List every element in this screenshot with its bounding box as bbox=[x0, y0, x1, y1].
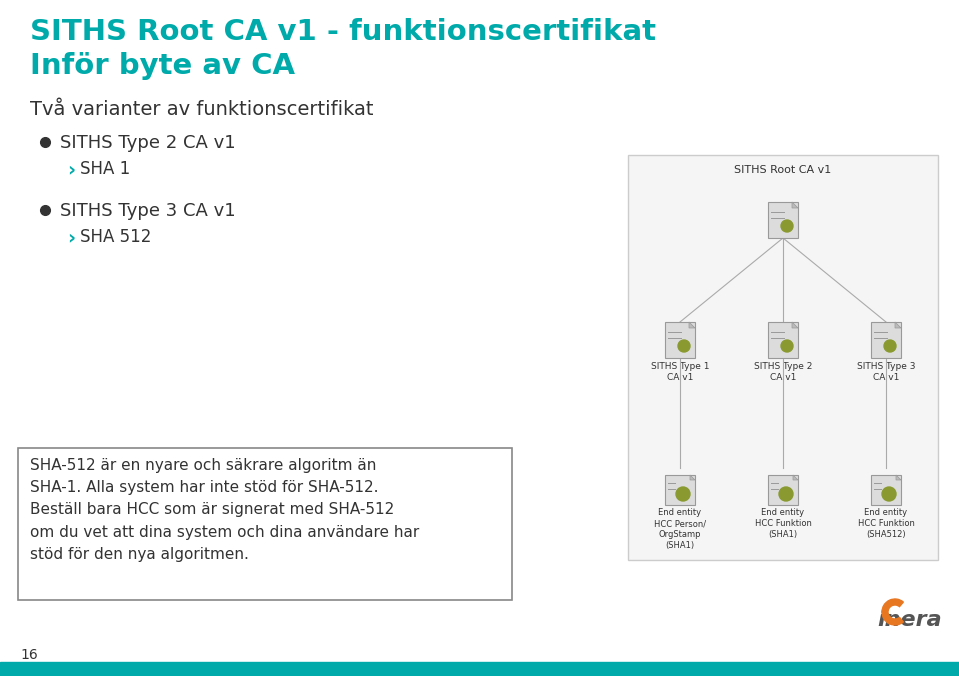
Circle shape bbox=[676, 487, 690, 501]
Text: inera: inera bbox=[877, 610, 942, 630]
FancyBboxPatch shape bbox=[665, 475, 695, 505]
Polygon shape bbox=[689, 322, 695, 328]
Text: SITHS Type 2
CA v1: SITHS Type 2 CA v1 bbox=[754, 362, 812, 382]
Text: SHA-512 är en nyare och säkrare algoritm än
SHA-1. Alla system har inte stöd för: SHA-512 är en nyare och säkrare algoritm… bbox=[30, 458, 419, 562]
Text: SHA 512: SHA 512 bbox=[80, 228, 152, 246]
Text: SITHS Type 1
CA v1: SITHS Type 1 CA v1 bbox=[651, 362, 710, 382]
FancyBboxPatch shape bbox=[768, 202, 798, 238]
Text: SITHS Root CA v1 - funktionscertifikat: SITHS Root CA v1 - funktionscertifikat bbox=[30, 18, 656, 46]
Polygon shape bbox=[896, 475, 901, 480]
Text: Två varianter av funktionscertifikat: Två varianter av funktionscertifikat bbox=[30, 100, 373, 119]
Text: End entity
HCC Person/
OrgStamp
(SHA1): End entity HCC Person/ OrgStamp (SHA1) bbox=[654, 508, 706, 550]
Text: SITHS Root CA v1: SITHS Root CA v1 bbox=[735, 165, 831, 175]
Text: ›: › bbox=[67, 160, 75, 179]
Text: Inför byte av CA: Inför byte av CA bbox=[30, 52, 295, 80]
Text: SITHS Type 2 CA v1: SITHS Type 2 CA v1 bbox=[60, 134, 236, 152]
FancyBboxPatch shape bbox=[18, 448, 512, 600]
Text: End entity
HCC Funktion
(SHA1): End entity HCC Funktion (SHA1) bbox=[755, 508, 811, 539]
Polygon shape bbox=[792, 202, 798, 208]
Circle shape bbox=[781, 220, 793, 232]
Text: SITHS Type 3
CA v1: SITHS Type 3 CA v1 bbox=[856, 362, 915, 382]
Polygon shape bbox=[690, 475, 695, 480]
FancyBboxPatch shape bbox=[665, 322, 695, 358]
Bar bbox=[0, 662, 959, 676]
Polygon shape bbox=[792, 322, 798, 328]
FancyBboxPatch shape bbox=[768, 475, 798, 505]
Text: 16: 16 bbox=[20, 648, 37, 662]
Text: SHA 1: SHA 1 bbox=[80, 160, 130, 178]
FancyBboxPatch shape bbox=[871, 322, 901, 358]
Polygon shape bbox=[793, 475, 798, 480]
Circle shape bbox=[884, 340, 896, 352]
FancyBboxPatch shape bbox=[628, 155, 938, 560]
FancyBboxPatch shape bbox=[871, 475, 901, 505]
Circle shape bbox=[779, 487, 793, 501]
Polygon shape bbox=[895, 322, 901, 328]
Text: ›: › bbox=[67, 228, 75, 247]
Circle shape bbox=[678, 340, 690, 352]
Circle shape bbox=[882, 487, 896, 501]
Text: SITHS Type 3 CA v1: SITHS Type 3 CA v1 bbox=[60, 202, 236, 220]
FancyBboxPatch shape bbox=[768, 322, 798, 358]
Circle shape bbox=[781, 340, 793, 352]
Wedge shape bbox=[882, 599, 903, 625]
Text: End entity
HCC Funktion
(SHA512): End entity HCC Funktion (SHA512) bbox=[857, 508, 915, 539]
